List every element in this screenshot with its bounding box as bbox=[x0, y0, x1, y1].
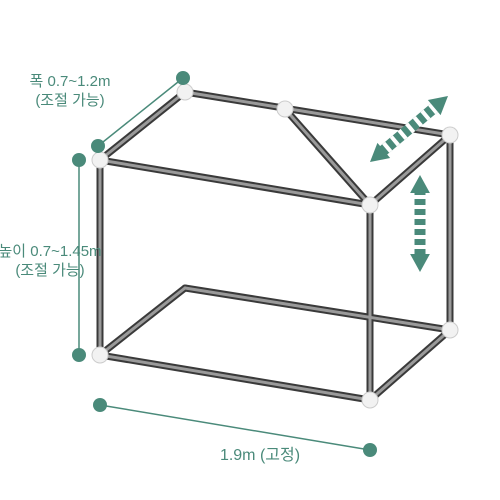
dimension-lines bbox=[72, 71, 377, 457]
height-label-line1: 높이 0.7~1.45m bbox=[0, 243, 102, 260]
width-label-line2: (조절 가능) bbox=[35, 92, 104, 109]
width-label-line1: 폭 0.7~1.2m bbox=[30, 73, 111, 90]
height-label-line2: (조절 가능) bbox=[15, 262, 84, 279]
length-label: 1.9m (고정) bbox=[220, 446, 300, 464]
